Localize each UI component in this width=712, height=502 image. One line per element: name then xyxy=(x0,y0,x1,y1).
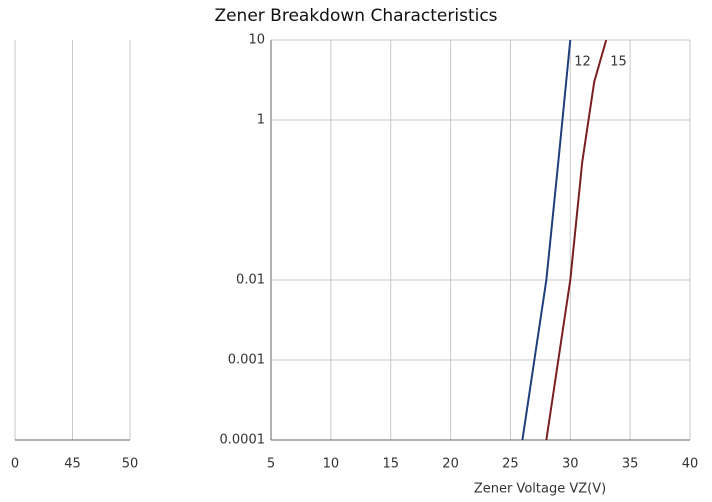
x-tick-label: 40 xyxy=(682,457,699,472)
x-tick-label: 0 xyxy=(11,457,19,472)
y-tick-label: 10 xyxy=(248,33,265,48)
series-line xyxy=(522,40,570,440)
x-axis-label: Zener Voltage VZ(V) xyxy=(474,482,606,497)
x-tick-label: 50 xyxy=(122,457,139,472)
series-line xyxy=(546,40,606,440)
y-tick-label: 0.001 xyxy=(228,353,265,368)
x-tick-label: 35 xyxy=(622,457,639,472)
chart-title: Zener Breakdown Characteristics xyxy=(214,6,497,26)
x-tick-label: 5 xyxy=(267,457,275,472)
x-tick-label: 15 xyxy=(382,457,399,472)
x-tick-label: 45 xyxy=(64,457,81,472)
y-tick-label: 1 xyxy=(257,113,265,128)
series-label: 12 xyxy=(574,55,591,70)
x-tick-label: 10 xyxy=(323,457,340,472)
x-tick-label: 30 xyxy=(562,457,579,472)
y-tick-label: 0.01 xyxy=(236,273,265,288)
x-tick-label: 20 xyxy=(442,457,459,472)
x-tick-label: 25 xyxy=(502,457,519,472)
y-tick-label: 0.0001 xyxy=(220,433,266,448)
series-label: 15 xyxy=(610,55,627,70)
chart: Zener Breakdown Characteristics Zener Vo… xyxy=(0,0,712,502)
